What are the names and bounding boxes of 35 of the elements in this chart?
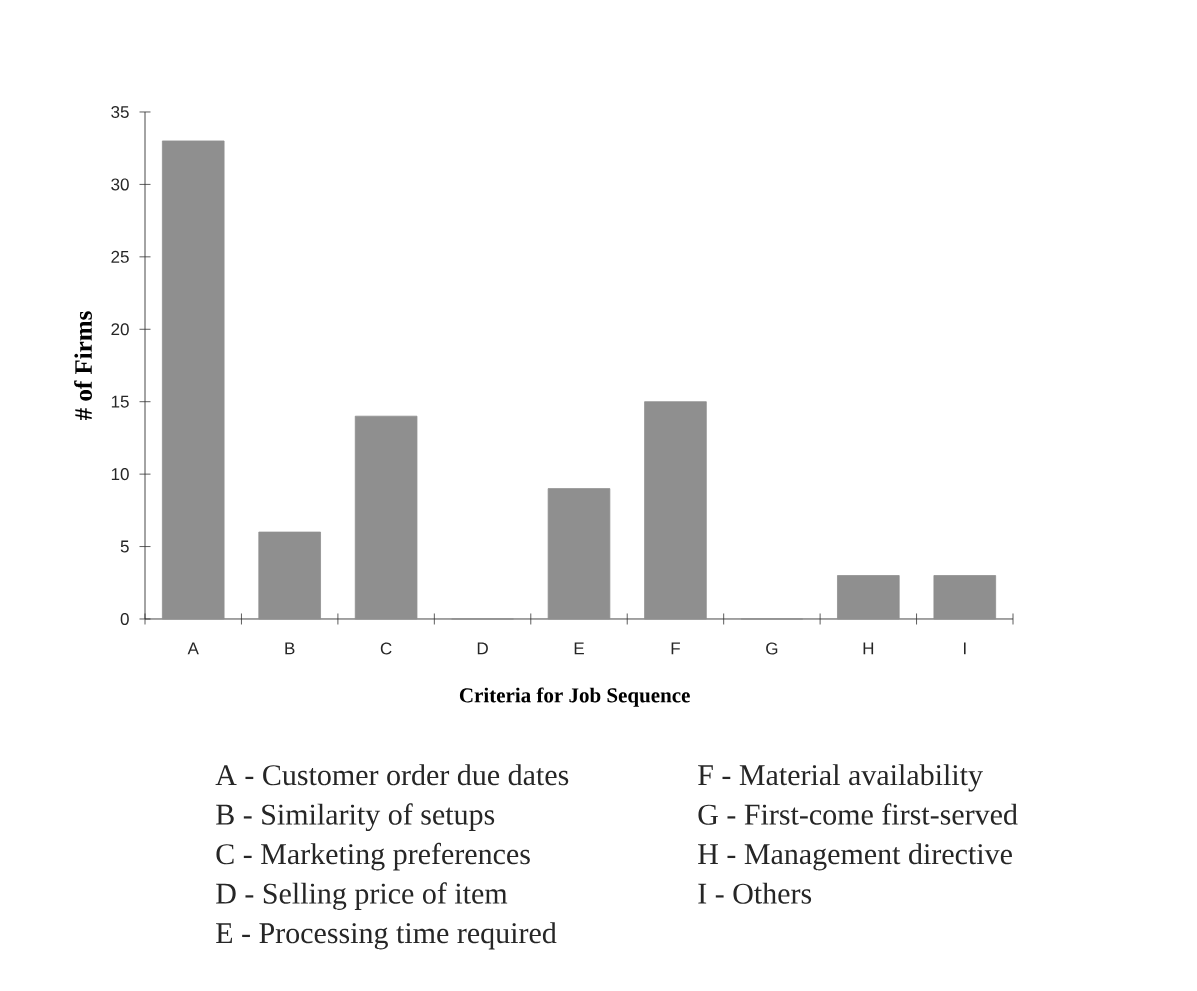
bar (258, 531, 321, 620)
text: A - Customer order due dates (215, 764, 569, 786)
y-axis-title: # of Firms (74, 311, 92, 420)
x-tick-label: H (863, 642, 874, 655)
x-tick-label: G (766, 642, 778, 655)
y-tick-label: 30 (111, 178, 129, 191)
bar (644, 401, 707, 620)
x-tick-label: I (963, 642, 966, 655)
x-tick-label: F (671, 642, 680, 655)
y-tick-label: 10 (111, 468, 129, 481)
x-tick-label: D (477, 642, 488, 655)
x-tick-label: C (380, 642, 392, 655)
text: I - Others (698, 882, 812, 904)
bar (933, 575, 997, 620)
x-tick-label: E (574, 642, 584, 655)
bar (354, 415, 418, 620)
bar (837, 575, 900, 620)
text: D - Selling price of item (216, 882, 508, 910)
text: F - Material availability (698, 764, 983, 792)
text: B - Similarity of setups (216, 803, 495, 831)
text: C - Marketing preferences (216, 842, 530, 871)
text: E - Processing time required (216, 922, 557, 950)
y-tick-label: 0 (120, 612, 129, 626)
x-axis-title: Criteria for Job Sequence (459, 687, 690, 707)
y-tick-label: 5 (120, 540, 129, 553)
y-tick-label: 20 (111, 323, 129, 336)
bar (547, 488, 611, 620)
y-tick-label: 15 (111, 395, 129, 408)
text: H - Management directive (698, 843, 1012, 871)
y-tick-label: 35 (111, 105, 129, 119)
x-tick-label: A (187, 642, 199, 655)
text: G - First-come first-served (698, 803, 1018, 825)
bar (161, 140, 225, 620)
x-tick-label: B (285, 642, 295, 655)
y-tick-label: 25 (111, 250, 129, 263)
